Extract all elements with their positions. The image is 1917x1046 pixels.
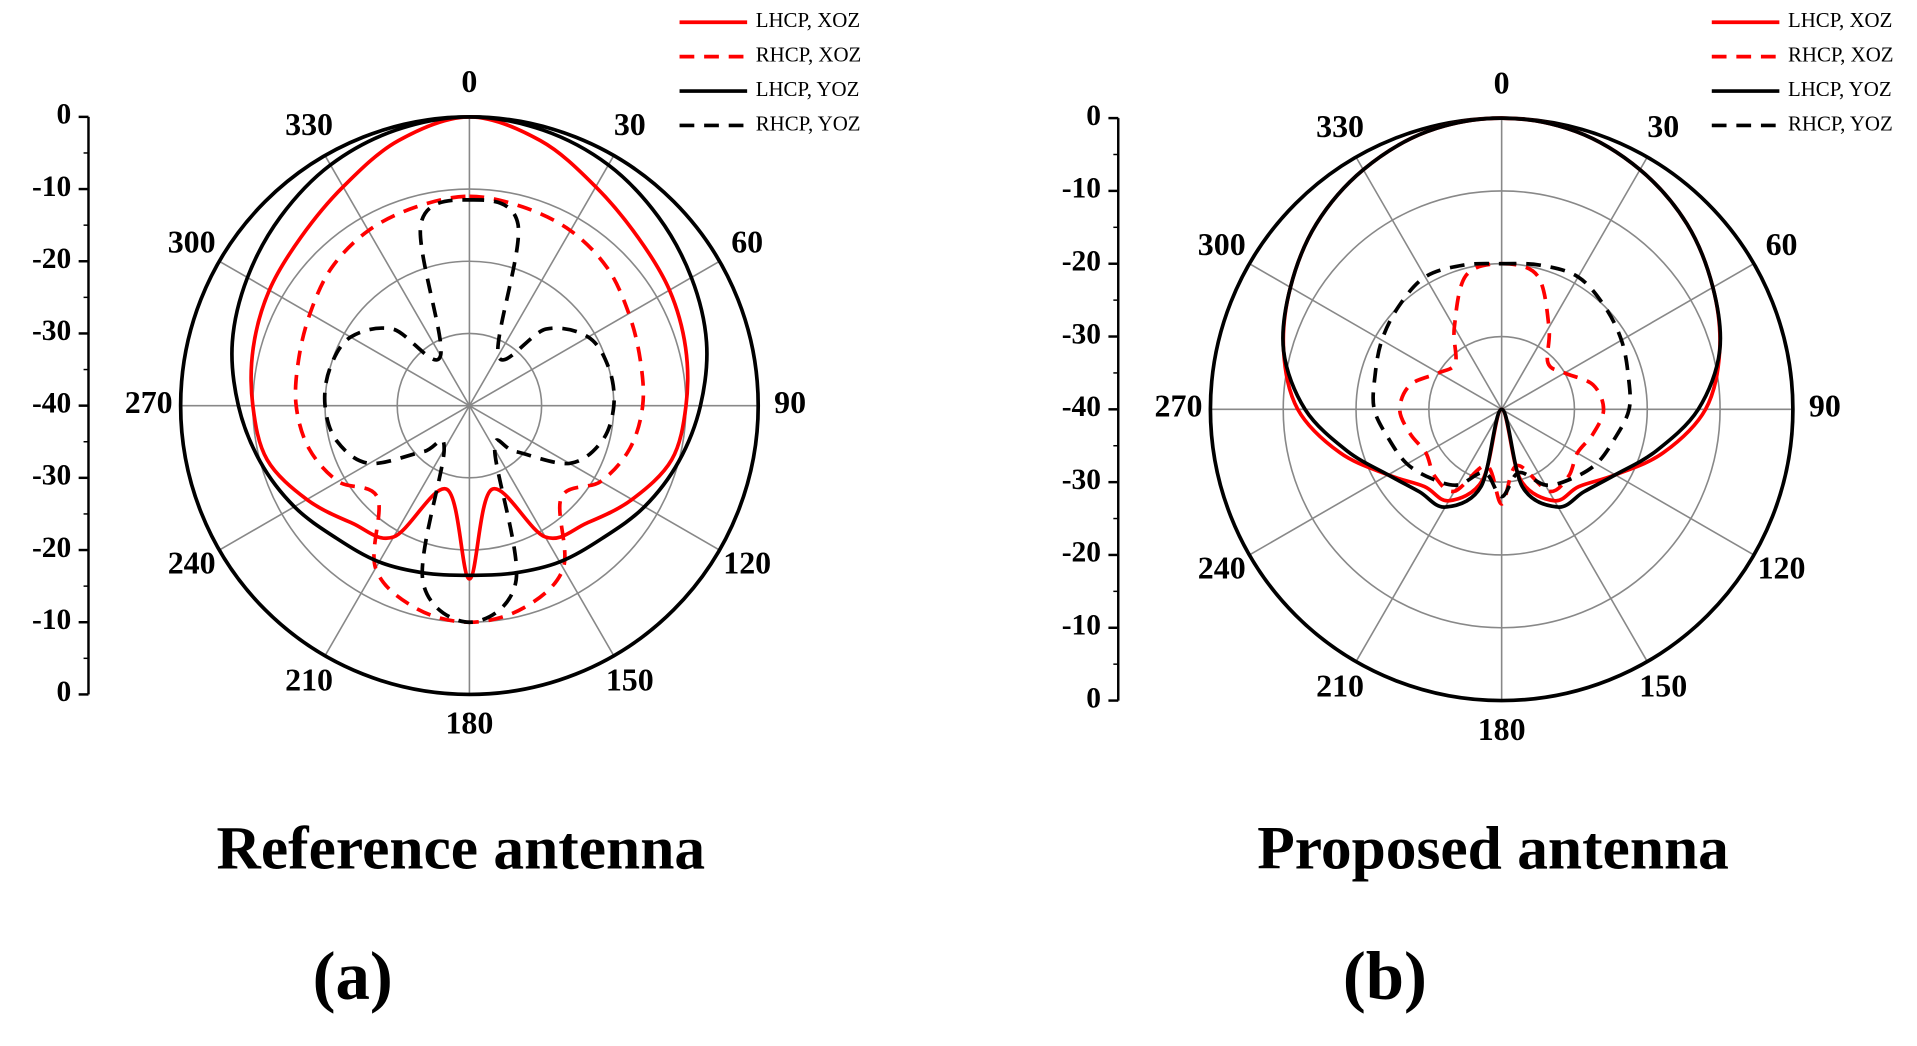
angle-tick-label: 30	[614, 107, 646, 142]
angle-tick-label: 0	[1494, 65, 1510, 100]
r-tick-label: -20	[32, 532, 71, 564]
panel-label: (a)	[313, 938, 393, 1014]
r-tick-label: 0	[57, 676, 72, 708]
legend-label: RHCP, YOZ	[1788, 111, 1893, 135]
angle-tick-label: 150	[1639, 669, 1687, 704]
chart-title: Proposed antenna	[1257, 814, 1729, 882]
angle-tick-label: 60	[731, 225, 763, 260]
legend-label: RHCP, YOZ	[756, 111, 861, 135]
r-tick-label: -10	[1062, 610, 1101, 642]
grid-circle	[1282, 190, 1721, 629]
angle-tick-label: 0	[461, 64, 477, 99]
r-tick-label: -30	[1062, 464, 1101, 496]
angle-tick-label: 60	[1766, 227, 1798, 262]
pattern-line	[230, 115, 709, 578]
angle-tick-label: 30	[1647, 109, 1679, 144]
r-tick-label: -20	[1062, 537, 1101, 569]
angle-tick-label: 210	[285, 663, 333, 698]
grid-circle	[1428, 335, 1576, 483]
legend-label: LHCP, XOZ	[1788, 8, 1892, 32]
angle-tick-label: 330	[285, 107, 333, 142]
r-tick-label: -30	[32, 460, 71, 492]
r-tick-label: -30	[1062, 318, 1101, 350]
angle-tick-label: 240	[1198, 550, 1246, 585]
pattern-line	[322, 198, 616, 625]
r-tick-label: 0	[1086, 682, 1101, 714]
legend-label: LHCP, YOZ	[756, 77, 860, 101]
angle-tick-label: 90	[774, 385, 806, 420]
r-tick-label: -10	[1062, 173, 1101, 205]
pattern-line	[1397, 261, 1606, 506]
angle-tick-label: 180	[1478, 712, 1526, 747]
pattern-line	[249, 115, 690, 581]
angle-tick-label: 180	[445, 706, 493, 741]
panel-label: (b)	[1343, 938, 1427, 1014]
angle-tick-label: 90	[1809, 389, 1841, 424]
legend-label: RHCP, XOZ	[1788, 42, 1894, 66]
angle-tick-label: 300	[1198, 227, 1246, 262]
pattern-line	[1371, 261, 1633, 499]
angle-tick-label: 300	[168, 225, 216, 260]
pattern-line	[1281, 116, 1723, 509]
r-tick-label: -40	[1062, 391, 1101, 423]
chart-title: Reference antenna	[217, 814, 706, 882]
angle-tick-label: 210	[1316, 669, 1364, 704]
angle-tick-label: 150	[606, 663, 654, 698]
grid-circle	[396, 332, 543, 479]
angle-tick-label: 270	[125, 385, 173, 420]
r-tick-label: 0	[57, 99, 72, 131]
angle-tick-label: 270	[1155, 389, 1203, 424]
r-tick-label: -20	[32, 243, 71, 275]
angle-tick-label: 120	[723, 545, 771, 580]
r-tick-label: -30	[32, 315, 71, 347]
r-tick-label: -10	[32, 604, 71, 636]
r-tick-label: -10	[32, 171, 71, 203]
legend-label: RHCP, XOZ	[756, 42, 862, 66]
r-tick-label: -20	[1062, 245, 1101, 277]
legend-label: LHCP, XOZ	[756, 8, 860, 32]
angle-tick-label: 120	[1758, 550, 1806, 585]
angle-tick-label: 240	[168, 545, 216, 580]
angle-tick-label: 330	[1316, 109, 1364, 144]
r-tick-label: -40	[32, 387, 71, 419]
legend-label: LHCP, YOZ	[1788, 77, 1892, 101]
r-tick-label: 0	[1086, 100, 1101, 132]
